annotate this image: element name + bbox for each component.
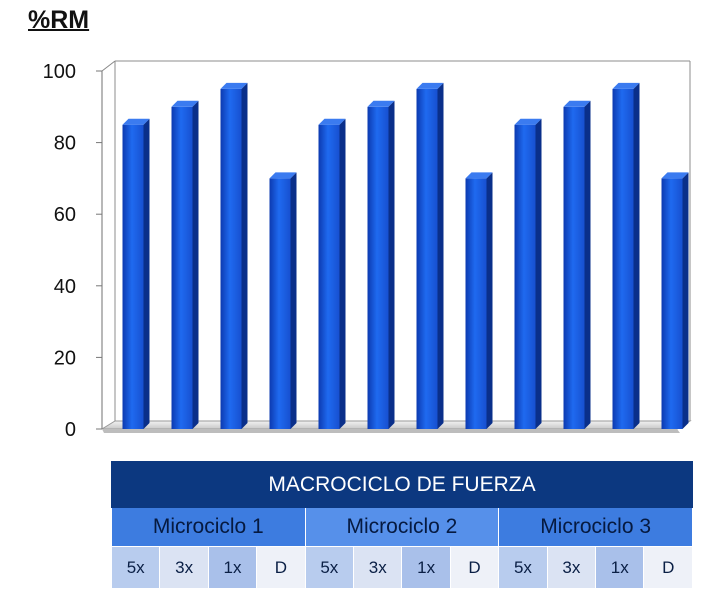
y-axis-label: %RM — [28, 6, 90, 34]
bar-front — [269, 178, 291, 429]
bar-front — [514, 124, 536, 429]
bar-front — [122, 124, 144, 429]
bar-front — [465, 178, 487, 429]
bar-top — [416, 82, 444, 89]
bar-top — [612, 82, 640, 89]
bar — [318, 118, 346, 429]
axis-layer: 0 20 40 60 80 100 — [43, 60, 692, 441]
bar — [416, 82, 444, 430]
bar-side — [633, 82, 640, 430]
y-axis-top-link — [101, 60, 116, 72]
rep-cell: 1x — [595, 546, 645, 589]
bar-front — [171, 106, 193, 430]
bar-top — [514, 118, 542, 125]
rep-cell: D — [256, 546, 306, 589]
rep-cell: 3x — [546, 546, 597, 589]
bar-front — [220, 88, 242, 430]
y-tick-label: 0 — [65, 419, 76, 441]
y-tick-label: 20 — [54, 347, 76, 369]
bar-front — [416, 88, 438, 430]
rep-cell: 3x — [159, 546, 209, 589]
chart-floor-edge — [102, 429, 680, 433]
bar — [612, 82, 640, 430]
bar-top — [661, 172, 689, 179]
bar-side — [241, 82, 248, 430]
bar-top — [367, 100, 395, 107]
rep-cell: D — [643, 546, 693, 589]
bar-side — [290, 172, 297, 429]
macrocycle-table: MACROCICLO DE FUERZA Microciclo 1 Microc… — [110, 461, 693, 589]
bar-front — [563, 106, 585, 430]
bar-side — [584, 100, 591, 430]
bar-front — [367, 106, 389, 430]
bar — [367, 100, 395, 430]
bar — [122, 118, 150, 429]
bar-top — [269, 172, 297, 179]
bar-front — [318, 124, 340, 429]
bar-side — [535, 118, 542, 429]
microcycle-3-label: Microciclo 3 — [498, 507, 693, 547]
bar-side — [682, 172, 689, 429]
rep-cell: 1x — [207, 546, 258, 589]
bar — [514, 118, 542, 429]
bar — [269, 172, 297, 429]
bar-top — [220, 82, 248, 89]
bar — [220, 82, 248, 430]
rep-cell: D — [449, 546, 500, 589]
bar-top — [465, 172, 493, 179]
microcycle-2-label: Microciclo 2 — [304, 507, 500, 547]
rep-cell: 3x — [353, 546, 403, 589]
bar-side — [437, 82, 444, 430]
bar-side — [192, 100, 199, 430]
bar-side — [339, 118, 346, 429]
bar-top — [171, 100, 199, 107]
bar-front — [612, 88, 634, 430]
bar — [171, 100, 199, 430]
rep-cell: 5x — [110, 546, 161, 589]
rep-cell: 5x — [304, 546, 355, 589]
rep-cell: 5x — [498, 546, 548, 589]
bar — [563, 100, 591, 430]
bar-top — [563, 100, 591, 107]
y-tick-label: 40 — [54, 276, 76, 298]
y-tick-label: 80 — [54, 133, 76, 155]
bar-side — [143, 118, 150, 429]
bar-side — [486, 172, 493, 429]
bars-layer — [122, 82, 689, 430]
bar-top — [122, 118, 150, 125]
microcycle-1-label: Microciclo 1 — [111, 507, 306, 547]
bar — [661, 172, 689, 429]
bar — [465, 172, 493, 429]
bar-top — [318, 118, 346, 125]
macrocycle-title: MACROCICLO DE FUERZA — [111, 461, 693, 508]
bar-side — [388, 100, 395, 430]
y-tick-label: 60 — [54, 204, 76, 226]
bar-chart: 0 20 40 60 80 100 — [43, 60, 692, 441]
y-tick-label: 100 — [43, 61, 76, 83]
bar-front — [661, 178, 683, 429]
rep-cell: 1x — [401, 546, 451, 589]
